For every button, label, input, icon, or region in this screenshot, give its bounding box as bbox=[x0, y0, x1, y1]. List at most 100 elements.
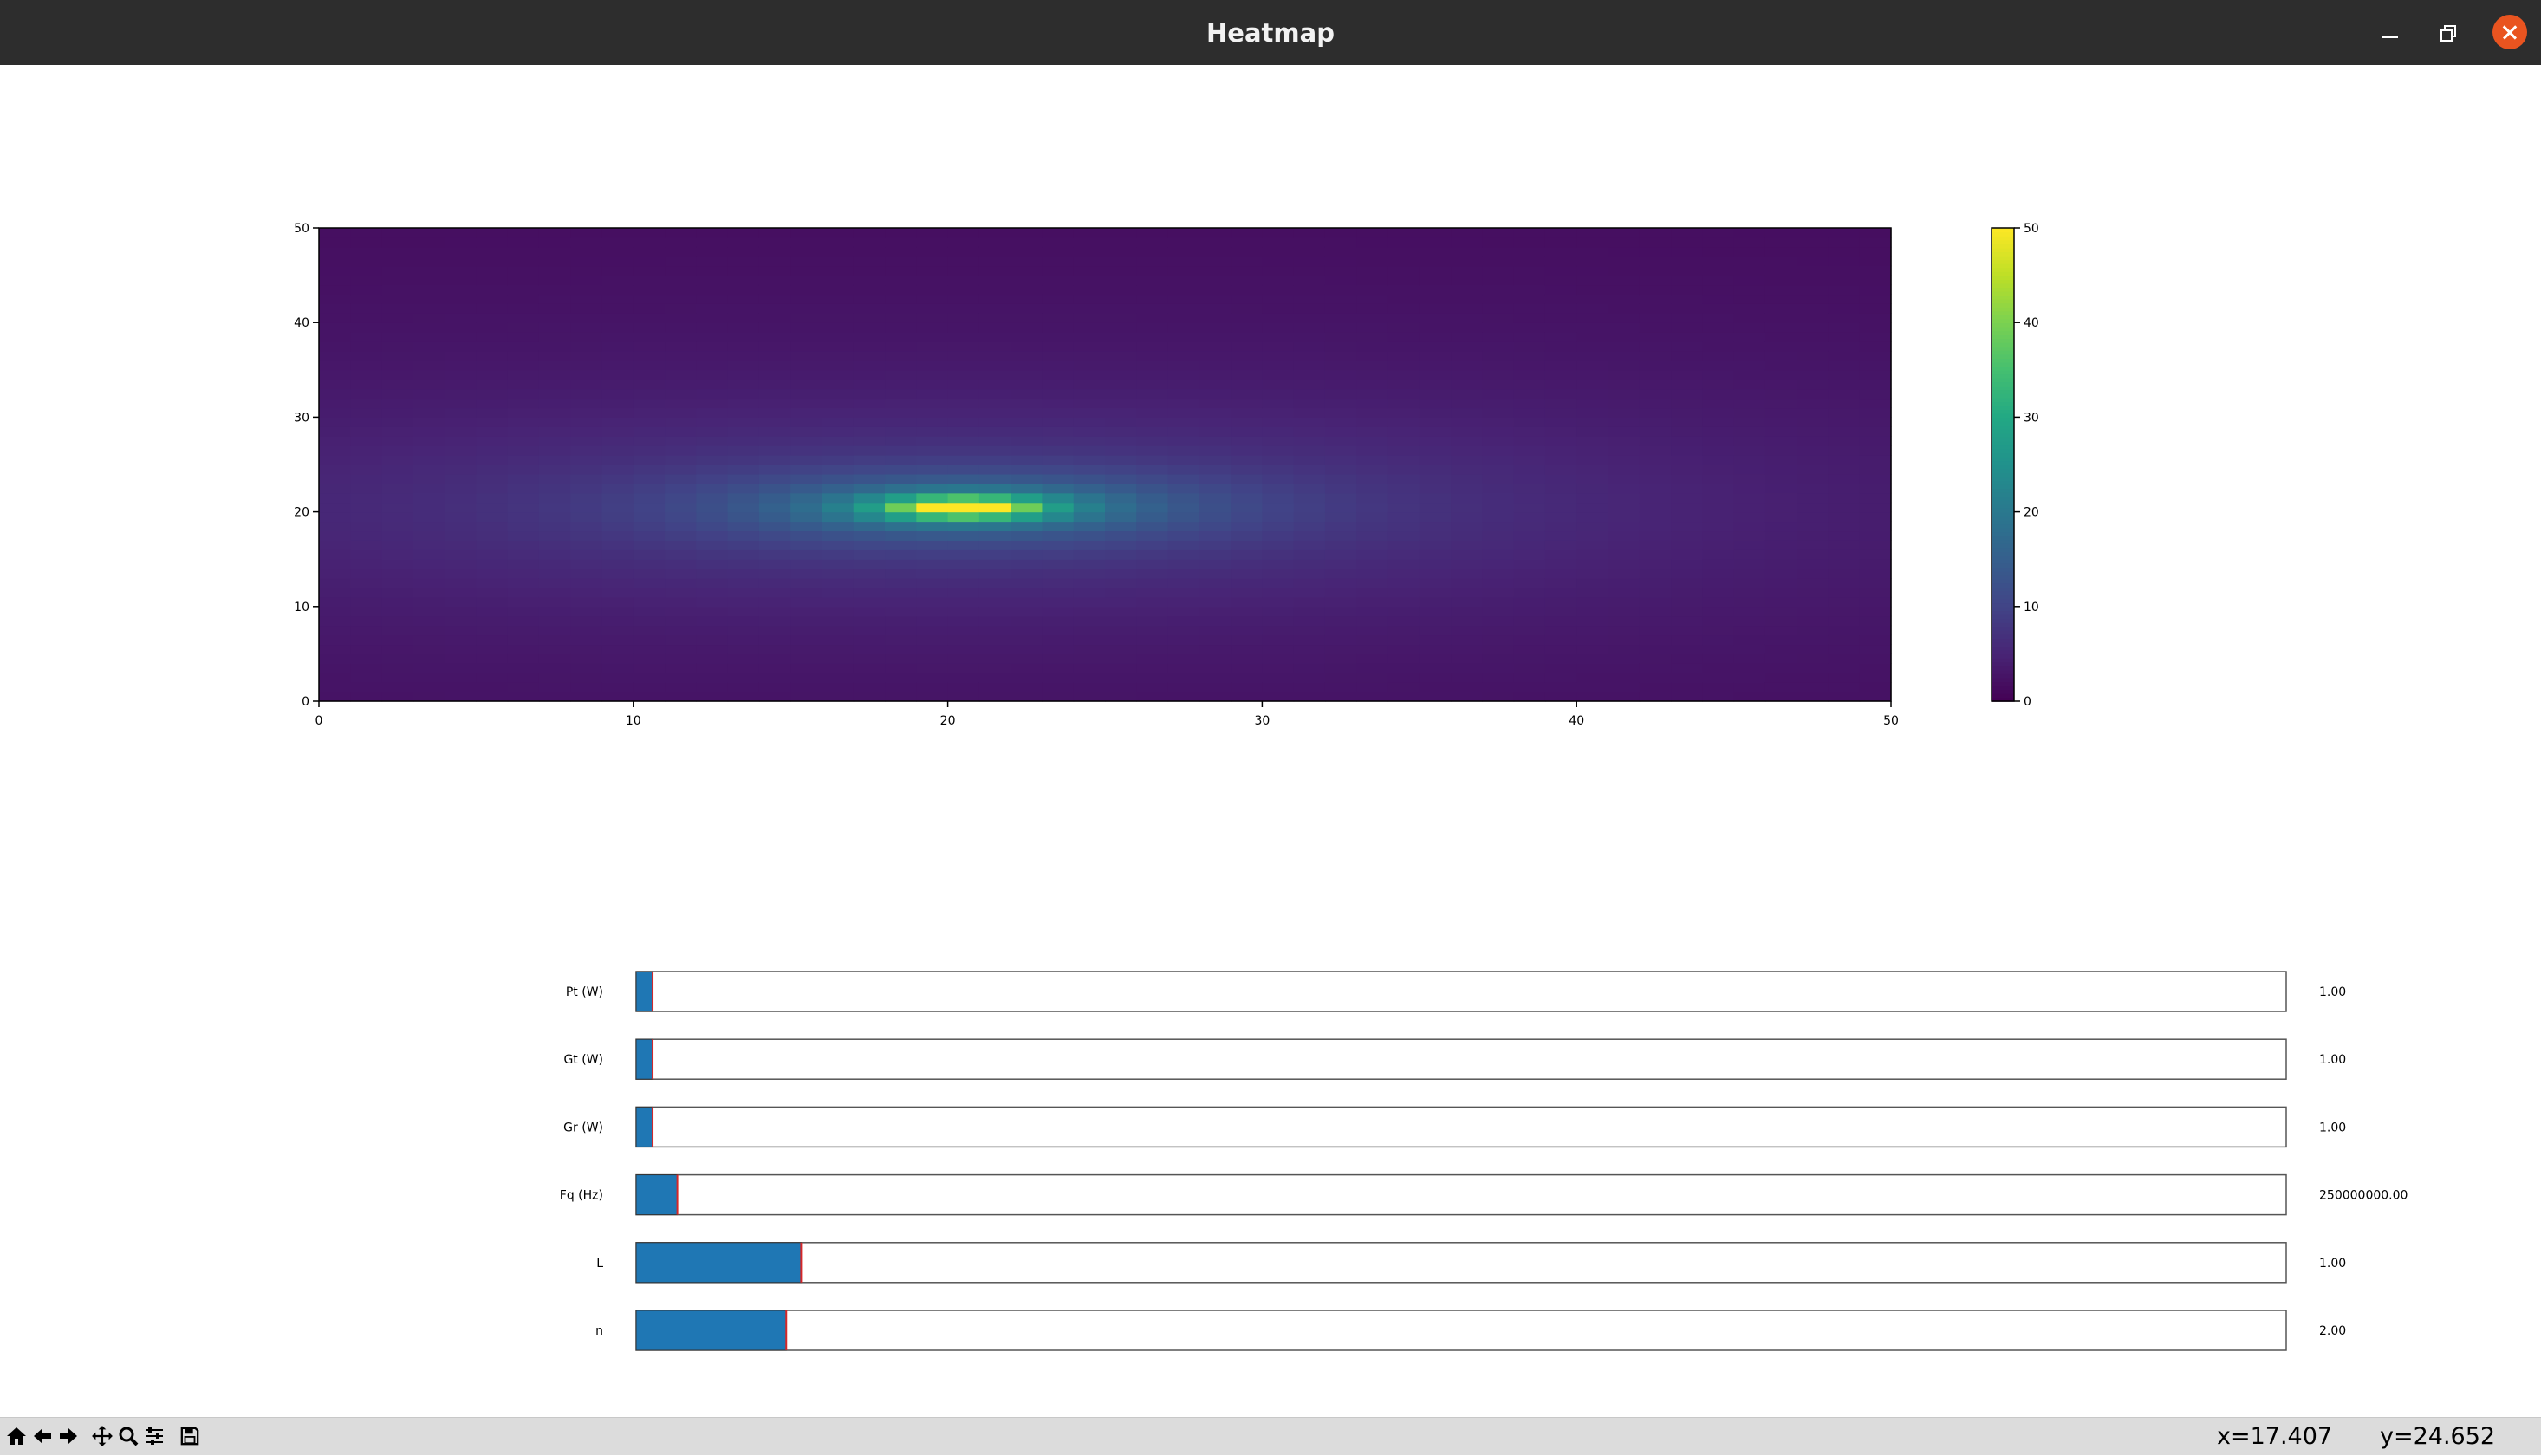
heatmap-cell bbox=[319, 502, 351, 513]
slider-track[interactable] bbox=[635, 1106, 2287, 1148]
zoom-icon[interactable] bbox=[116, 1423, 140, 1449]
slider-fill[interactable] bbox=[635, 971, 653, 1012]
heatmap-cell bbox=[1324, 360, 1357, 371]
heatmap-cell bbox=[1639, 502, 1672, 513]
slider-4[interactable]: L 1.00 bbox=[596, 1242, 2346, 1284]
restore-icon[interactable] bbox=[2433, 17, 2464, 49]
heatmap-cell bbox=[1859, 388, 1892, 400]
slider-fill[interactable] bbox=[635, 1242, 802, 1284]
heatmap-cell bbox=[633, 483, 666, 494]
heatmap-cell bbox=[633, 587, 666, 598]
heatmap-cell bbox=[1451, 246, 1483, 257]
heatmap-cell bbox=[1387, 511, 1420, 523]
heatmap-cell bbox=[1702, 473, 1735, 484]
slider-track[interactable] bbox=[635, 1310, 2287, 1351]
heatmap-cell bbox=[1293, 360, 1326, 371]
heatmap-cell bbox=[1387, 521, 1420, 532]
heatmap-cell bbox=[350, 615, 383, 627]
heatmap-cell bbox=[978, 398, 1011, 409]
slider-fill[interactable] bbox=[635, 1310, 787, 1351]
heatmap-cell bbox=[696, 303, 729, 314]
slider-track[interactable] bbox=[635, 1173, 2287, 1216]
heatmap-cell bbox=[1702, 322, 1735, 333]
heatmap-image[interactable] bbox=[319, 228, 1892, 702]
slider-fill[interactable] bbox=[635, 1174, 679, 1216]
heatmap-cell bbox=[507, 228, 540, 238]
pan-icon[interactable] bbox=[90, 1423, 114, 1449]
slider-track[interactable] bbox=[635, 1242, 2287, 1284]
configure-subplots-icon[interactable] bbox=[142, 1423, 166, 1449]
heatmap-cell bbox=[665, 569, 697, 579]
heatmap-cell bbox=[507, 341, 540, 352]
heatmap-cell bbox=[570, 615, 603, 627]
save-icon[interactable] bbox=[178, 1423, 202, 1449]
heatmap-cell bbox=[978, 465, 1011, 475]
heatmap-cell bbox=[1105, 445, 1137, 456]
heatmap-cell bbox=[601, 436, 634, 446]
colorbar-segment bbox=[1992, 302, 2014, 308]
heatmap-cell bbox=[1136, 521, 1169, 532]
heatmap-cell bbox=[1167, 228, 1200, 238]
heatmap-cell bbox=[1576, 625, 1609, 636]
heatmap-cell bbox=[822, 275, 855, 286]
heatmap-cell bbox=[885, 530, 917, 541]
heatmap-cell bbox=[601, 569, 634, 579]
slider-fill[interactable] bbox=[635, 1038, 653, 1080]
heatmap-cell bbox=[601, 407, 634, 418]
figure-canvas[interactable]: 0 10 20 30 40 50 0 10 20 30 40 50 0 10 20 30 40 50 Pt (… bbox=[0, 65, 2541, 1417]
minimize-icon[interactable] bbox=[2375, 17, 2406, 49]
heatmap-cell bbox=[1797, 511, 1829, 523]
heatmap-cell bbox=[1073, 322, 1106, 333]
colorbar-segment bbox=[1992, 539, 2014, 544]
heatmap-cell bbox=[916, 625, 949, 636]
slider-3[interactable]: Fq (Hz) 250000000.00 bbox=[560, 1173, 2408, 1216]
heatmap-cell bbox=[947, 228, 980, 238]
heatmap-cell bbox=[822, 407, 855, 418]
heatmap-cell bbox=[1231, 284, 1263, 296]
heatmap-cell bbox=[696, 615, 729, 627]
heatmap-cell bbox=[413, 615, 445, 627]
heatmap-cell bbox=[319, 284, 351, 296]
heatmap-cell bbox=[570, 587, 603, 598]
home-icon[interactable] bbox=[4, 1423, 29, 1449]
heatmap-cell bbox=[1042, 483, 1075, 494]
heatmap-cell bbox=[1544, 578, 1577, 588]
heatmap-cell bbox=[538, 332, 571, 342]
heatmap-cell bbox=[319, 692, 351, 702]
heatmap-cell bbox=[1513, 483, 1546, 494]
slider-0[interactable]: Pt (W) 1.00 bbox=[566, 971, 2346, 1012]
colorbar-segment bbox=[1992, 555, 2014, 560]
heatmap-cell bbox=[476, 303, 509, 314]
slider-track[interactable] bbox=[635, 1038, 2287, 1080]
colorbar-segment bbox=[1992, 618, 2014, 623]
slider-track[interactable] bbox=[635, 971, 2287, 1012]
heatmap-cell bbox=[1419, 313, 1452, 323]
heatmap-cell bbox=[1608, 578, 1641, 588]
heatmap-cell bbox=[1859, 426, 1892, 437]
heatmap-cell bbox=[1324, 265, 1357, 276]
heatmap-cell bbox=[633, 313, 666, 323]
heatmap-cell bbox=[633, 246, 666, 257]
back-arrow-icon[interactable] bbox=[30, 1423, 55, 1449]
heatmap-cell bbox=[570, 388, 603, 400]
close-icon[interactable] bbox=[2492, 15, 2527, 49]
heatmap-cell bbox=[1042, 322, 1075, 333]
heatmap-cell bbox=[1293, 417, 1326, 427]
heatmap-cell bbox=[758, 549, 791, 560]
slider-fill[interactable] bbox=[635, 1106, 653, 1147]
heatmap-cell bbox=[1828, 436, 1861, 446]
heatmap-cell bbox=[1764, 350, 1797, 361]
colorbar-segment bbox=[1992, 275, 2014, 280]
slider-2[interactable]: Gr (W) 1.00 bbox=[563, 1106, 2346, 1148]
heatmap-cell bbox=[507, 569, 540, 579]
slider-5[interactable]: n 2.00 bbox=[595, 1310, 2346, 1351]
slider-1[interactable]: Gt (W) 1.00 bbox=[563, 1038, 2346, 1080]
forward-arrow-icon[interactable] bbox=[56, 1423, 81, 1449]
heatmap-cell bbox=[633, 332, 666, 342]
heatmap-cell bbox=[1639, 692, 1672, 702]
heatmap-cell bbox=[1419, 587, 1452, 598]
heatmap-cell bbox=[507, 483, 540, 494]
heatmap-cell bbox=[1356, 578, 1389, 588]
heatmap-cell bbox=[1231, 521, 1263, 532]
